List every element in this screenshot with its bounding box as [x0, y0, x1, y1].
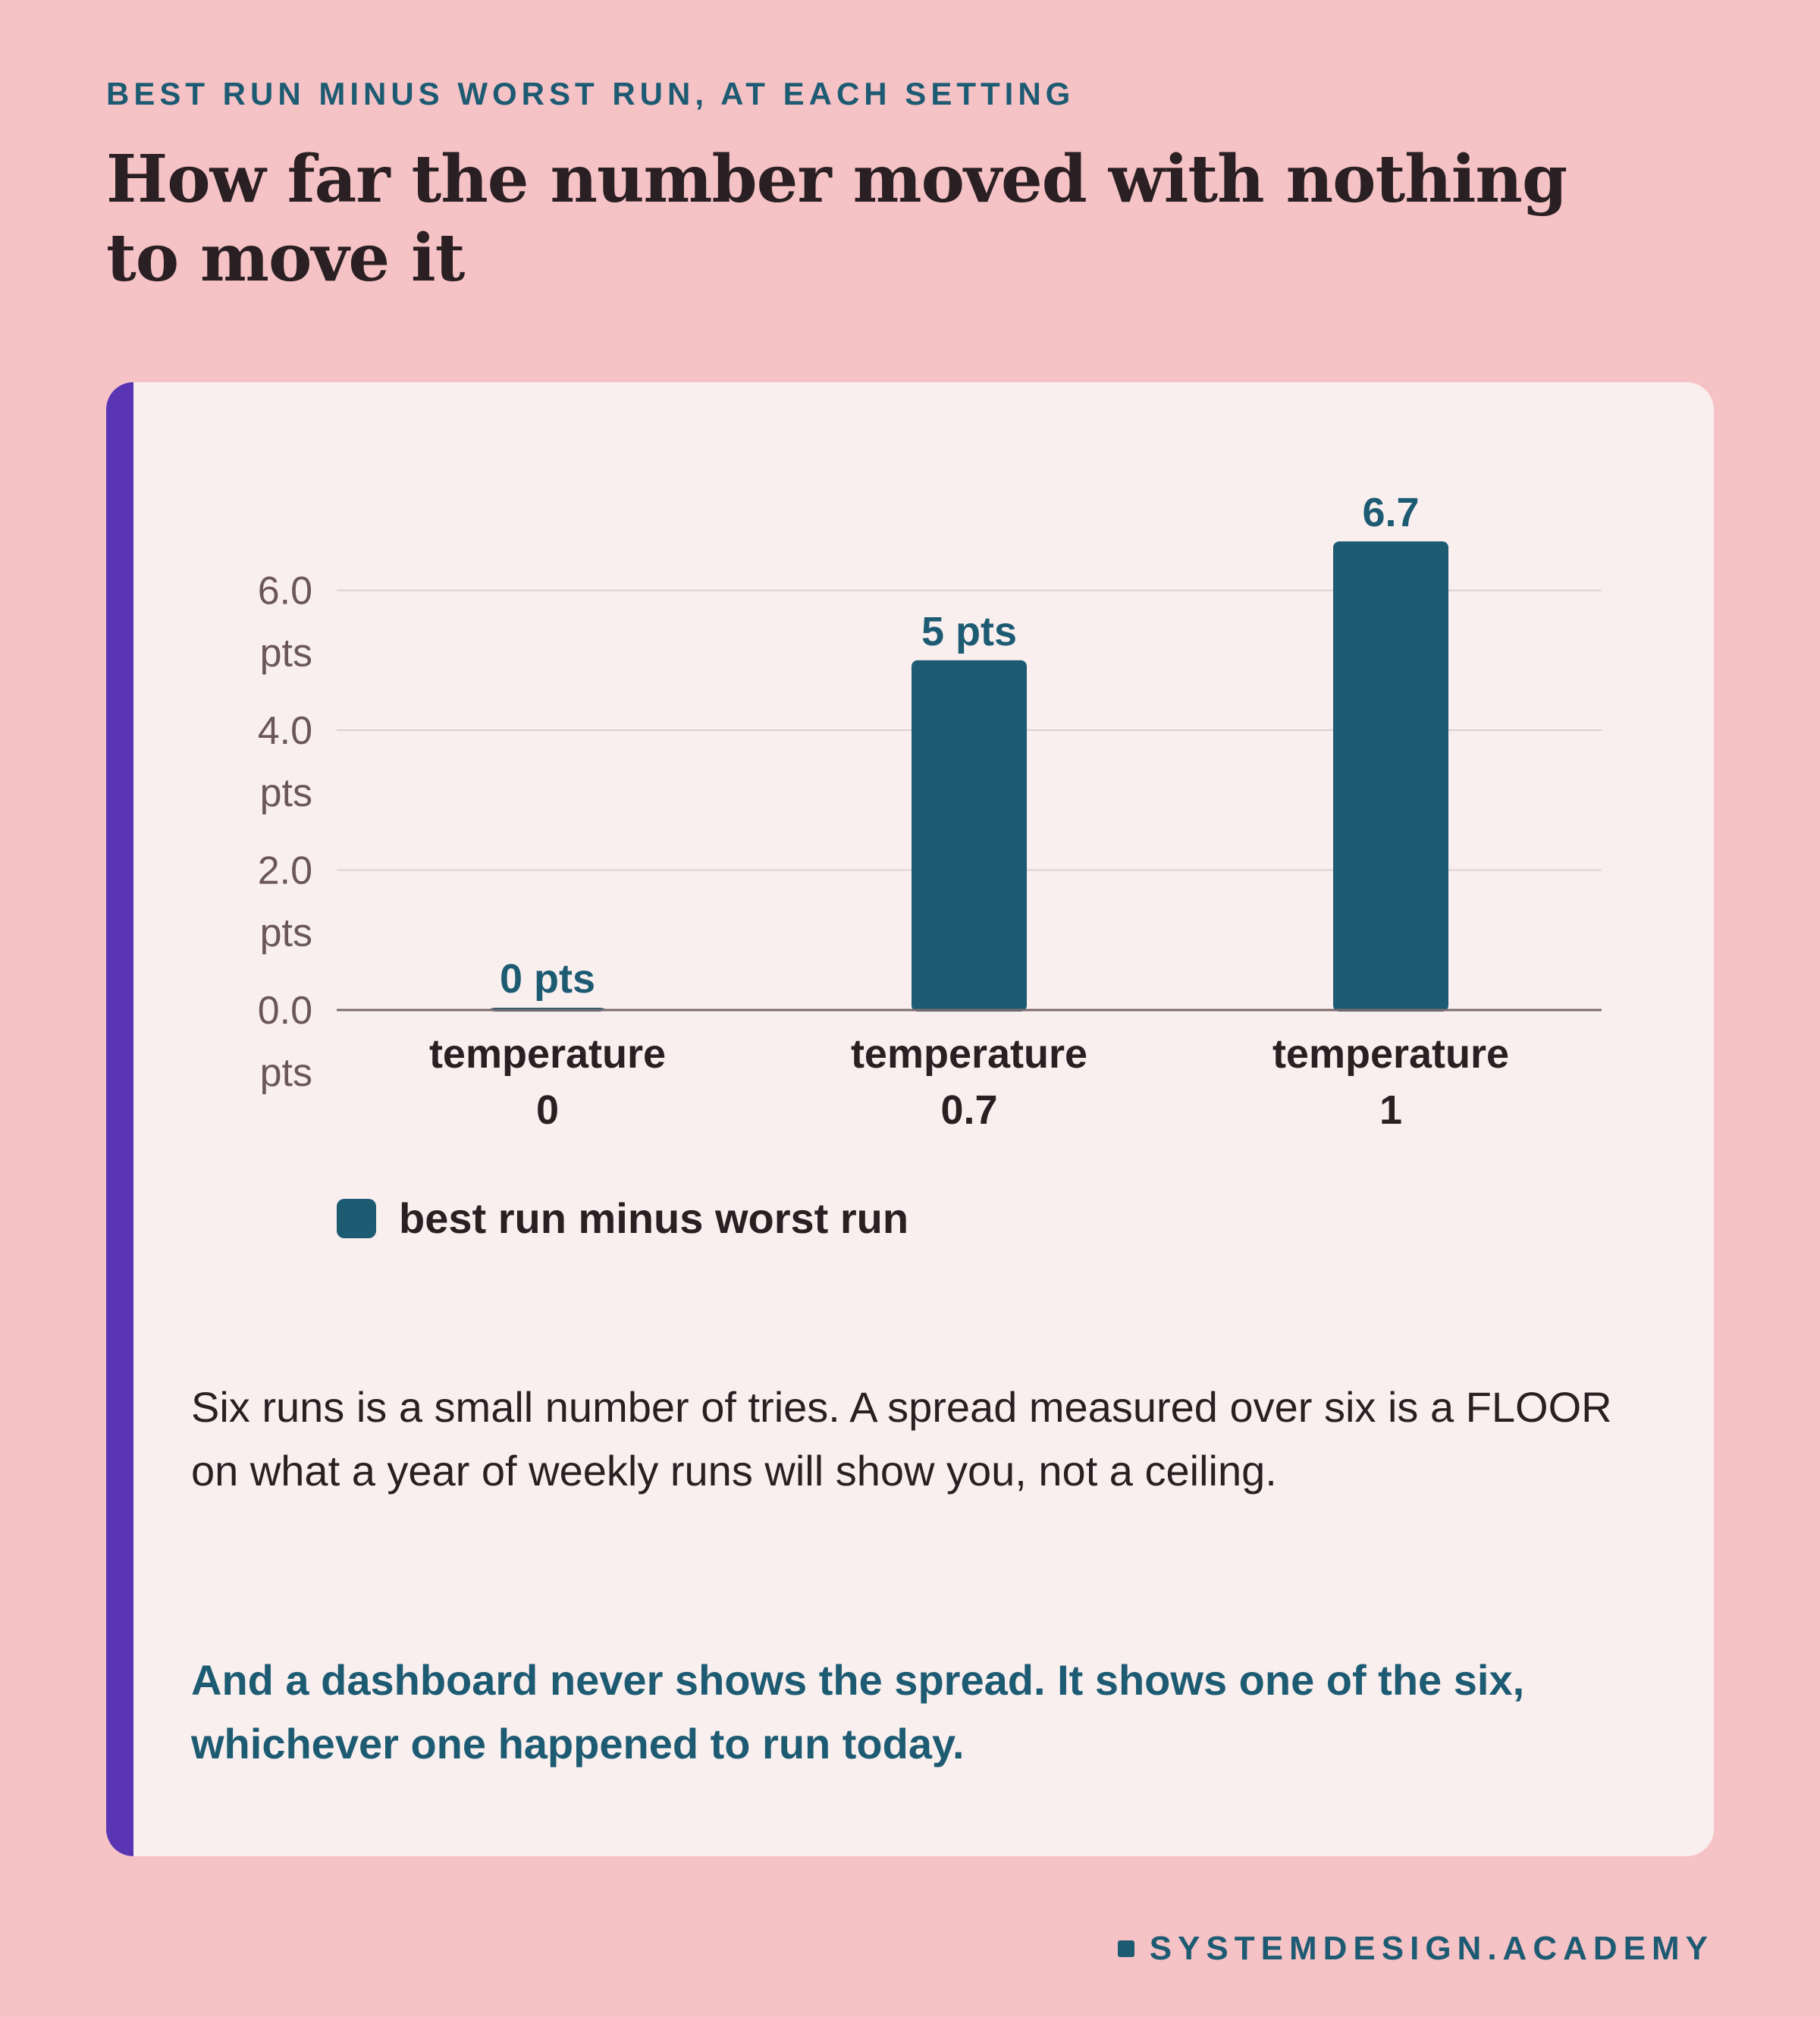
data-label: 5 pts [921, 609, 1017, 654]
y-tick-label: 2.0 pts [258, 849, 312, 955]
x-tick-label: temperature 0 [429, 1031, 666, 1133]
chart-note: Six runs is a small number of tries. A s… [191, 1383, 1612, 1495]
data-label: 6.7 [1362, 490, 1419, 535]
y-tick-label: 6.0 pts [258, 569, 312, 676]
y-tick-label: 4.0 pts [258, 709, 312, 815]
brand-text: SYSTEMDESIGN.ACADEMY [1149, 1930, 1714, 1967]
chart-card: 0.0 pts 2.0 pts 4.0 pts 6.0 pts 0 pts temperature… [106, 382, 1714, 1856]
x-tick-label: temperature 1 [1272, 1031, 1509, 1133]
chart-conclusion: And a dashboard never shows the spread. … [191, 1656, 1525, 1768]
bar [912, 660, 1027, 1012]
data-label: 0 pts [500, 956, 595, 1002]
legend-swatch [337, 1198, 376, 1238]
chart-headline: How far the number moved with nothing to… [106, 141, 1567, 296]
chart-legend: best run minus worst run [337, 1194, 908, 1243]
y-tick-label: 0.0 pts [258, 989, 312, 1095]
footer-brand: SYSTEMDESIGN.ACADEMY [1117, 1930, 1714, 1968]
x-tick-label: temperature 0.7 [851, 1031, 1087, 1133]
card-accent-bar [106, 382, 133, 1856]
brand-square-icon [1117, 1940, 1134, 1957]
bar [1333, 541, 1448, 1012]
legend-label: best run minus worst run [399, 1194, 909, 1242]
bar-chart: 0.0 pts 2.0 pts 4.0 pts 6.0 pts 0 pts temperature… [258, 490, 1602, 1133]
chart-kicker: BEST RUN MINUS WORST RUN, AT EACH SETTIN… [106, 76, 1075, 111]
